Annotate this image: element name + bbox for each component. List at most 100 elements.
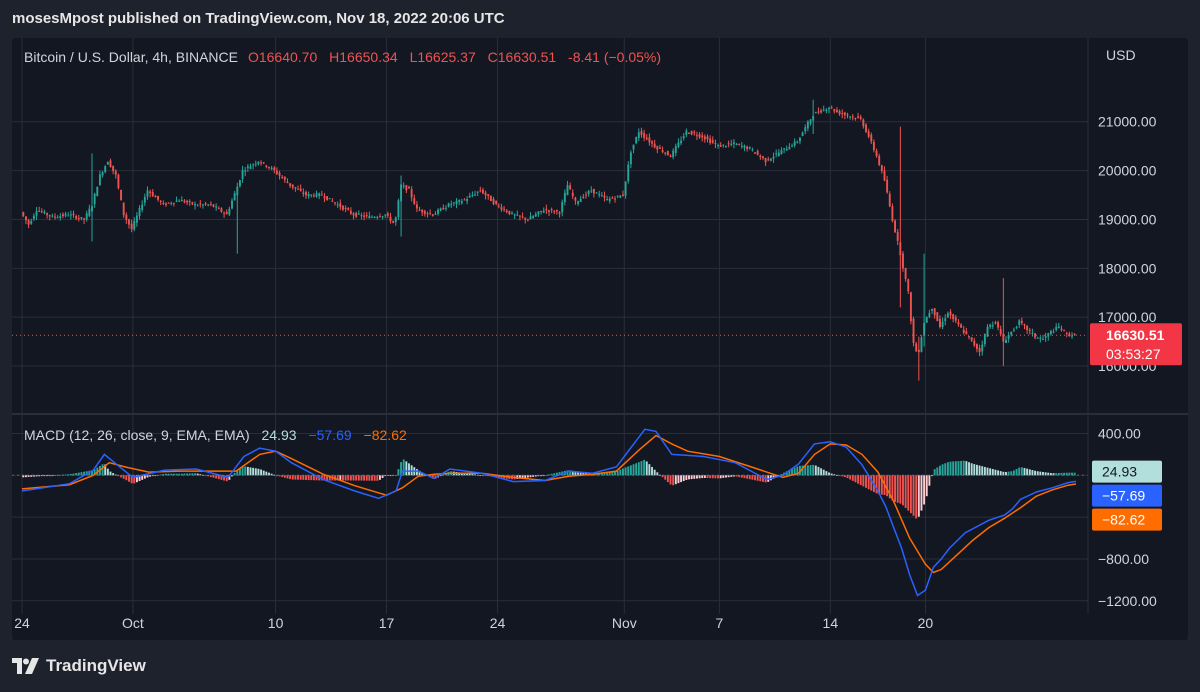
chart-canvas[interactable]: Bitcoin / U.S. Dollar, 4h, BINANCE O1664… xyxy=(12,38,1188,640)
candle-body-21 xyxy=(77,217,80,219)
candle-body-35 xyxy=(114,170,117,175)
histogram-bar-146 xyxy=(408,463,410,476)
countdown-value: 03:53:27 xyxy=(1106,346,1161,362)
histogram-bar-279 xyxy=(759,475,762,482)
histogram-bar-245 xyxy=(669,475,672,485)
histogram-bar-310 xyxy=(841,475,844,477)
histogram-bar-61 xyxy=(183,473,186,476)
histogram-bar-318 xyxy=(862,475,865,487)
histogram-bar-203 xyxy=(558,472,561,476)
histogram-bar-296 xyxy=(804,465,807,476)
histogram-bar-246 xyxy=(672,475,675,486)
candle-body-125 xyxy=(352,213,355,216)
histogram-bar-324 xyxy=(878,475,881,495)
histogram-bar-222 xyxy=(608,471,611,476)
candle-body-291 xyxy=(791,145,793,147)
candle-body-50 xyxy=(154,196,157,198)
candle-body-169 xyxy=(468,195,471,198)
candle-body-245 xyxy=(669,155,672,158)
candle-body-60 xyxy=(180,199,183,202)
histogram-bar-110 xyxy=(312,475,315,481)
histogram-bar-63 xyxy=(188,473,191,476)
price-candles[interactable] xyxy=(22,99,1076,381)
candle-body-395 xyxy=(1065,332,1068,334)
histogram-bar-131 xyxy=(368,475,371,481)
histogram-bar-92 xyxy=(265,471,268,476)
last-price-value: 16630.51 xyxy=(1106,327,1165,343)
candle-body-294 xyxy=(799,137,801,142)
candle-body-68 xyxy=(201,204,204,206)
candle-body-147 xyxy=(410,189,413,198)
histogram-bar-390 xyxy=(1052,473,1055,476)
macd-lines xyxy=(12,428,1088,597)
candle-body-107 xyxy=(305,192,307,196)
histogram-bar-270 xyxy=(735,475,738,477)
svg-text:−57.69: −57.69 xyxy=(1102,488,1145,504)
histogram-bar-200 xyxy=(550,473,553,476)
brand[interactable]: TradingView xyxy=(12,656,146,676)
histogram-bar-292 xyxy=(793,467,796,476)
histogram-bar-10 xyxy=(48,475,51,477)
histogram-bar-180 xyxy=(497,475,500,478)
histogram-bar-334 xyxy=(904,475,907,508)
histogram-bar-336 xyxy=(909,475,912,514)
candle-body-292 xyxy=(793,141,796,146)
price-axis[interactable]: 21000.00 20000.00 19000.00 18000.00 17000.00… xyxy=(1098,114,1157,374)
histogram-bar-377 xyxy=(1018,467,1021,476)
candle-body-309 xyxy=(838,110,841,115)
histogram-bar-90 xyxy=(260,469,263,476)
histogram-bar-132 xyxy=(371,475,373,481)
histogram-bar-254 xyxy=(693,475,696,479)
histogram-bar-276 xyxy=(751,475,754,480)
histogram-bar-285 xyxy=(775,475,778,478)
histogram-bar-323 xyxy=(875,475,878,494)
candle-body-25 xyxy=(88,208,91,216)
candle-body-319 xyxy=(865,124,867,132)
candle-body-91 xyxy=(262,162,265,164)
histogram-bar-166 xyxy=(460,472,463,476)
candle-body-84 xyxy=(244,170,247,172)
histogram-bar-86 xyxy=(249,467,252,476)
histogram-bar-7 xyxy=(40,475,43,477)
candle-body-123 xyxy=(347,208,350,210)
macd-badges: 24.93 −57.69 −82.62 xyxy=(1092,460,1162,531)
time-axis[interactable]: 24 Oct 10 17 24 Nov 7 14 20 xyxy=(14,615,933,631)
candle-body-157 xyxy=(437,209,440,214)
candle-body-207 xyxy=(569,185,572,190)
candle-body-396 xyxy=(1068,333,1071,337)
candle-body-7 xyxy=(40,211,43,213)
histogram-bar-35 xyxy=(114,474,117,476)
candle-body-322 xyxy=(872,141,875,151)
candle-body-32 xyxy=(106,162,109,165)
candle-body-173 xyxy=(479,190,482,192)
histogram-bar-127 xyxy=(357,475,360,481)
histogram-bar-280 xyxy=(762,475,764,482)
macd-tick-label-1: −800.00 xyxy=(1098,551,1149,567)
candle-body-358 xyxy=(968,336,970,338)
candle-body-177 xyxy=(489,195,492,202)
legend-symbol: Bitcoin / U.S. Dollar, 4h, BINANCE xyxy=(24,49,238,65)
candle-body-324 xyxy=(878,155,881,165)
candle-body-334 xyxy=(904,268,907,279)
histogram-bar-394 xyxy=(1063,472,1066,476)
candle-body-257 xyxy=(701,135,704,138)
candle-body-390 xyxy=(1052,331,1055,333)
histogram-bar-129 xyxy=(363,475,366,481)
candle-body-236 xyxy=(645,137,648,140)
histogram-bar-385 xyxy=(1039,471,1042,476)
histogram-bar-380 xyxy=(1026,468,1029,476)
candle-body-114 xyxy=(323,196,326,199)
candle-body-375 xyxy=(1012,329,1015,331)
candle-body-165 xyxy=(458,200,461,202)
chart-frame[interactable]: Bitcoin / U.S. Dollar, 4h, BINANCE O1664… xyxy=(12,38,1188,640)
histogram-bar-171 xyxy=(474,474,476,476)
candle-body-306 xyxy=(830,107,833,109)
macd-axis[interactable]: 400.00 −800.00 −1200.00 xyxy=(1098,425,1157,608)
currency-label[interactable]: USD xyxy=(1106,47,1136,63)
candle-body-295 xyxy=(801,132,804,137)
candle-body-194 xyxy=(534,214,537,217)
histogram-bar-211 xyxy=(579,472,582,476)
candle-body-156 xyxy=(434,213,437,215)
histogram-bar-2 xyxy=(27,475,30,477)
candle-body-134 xyxy=(376,216,379,218)
